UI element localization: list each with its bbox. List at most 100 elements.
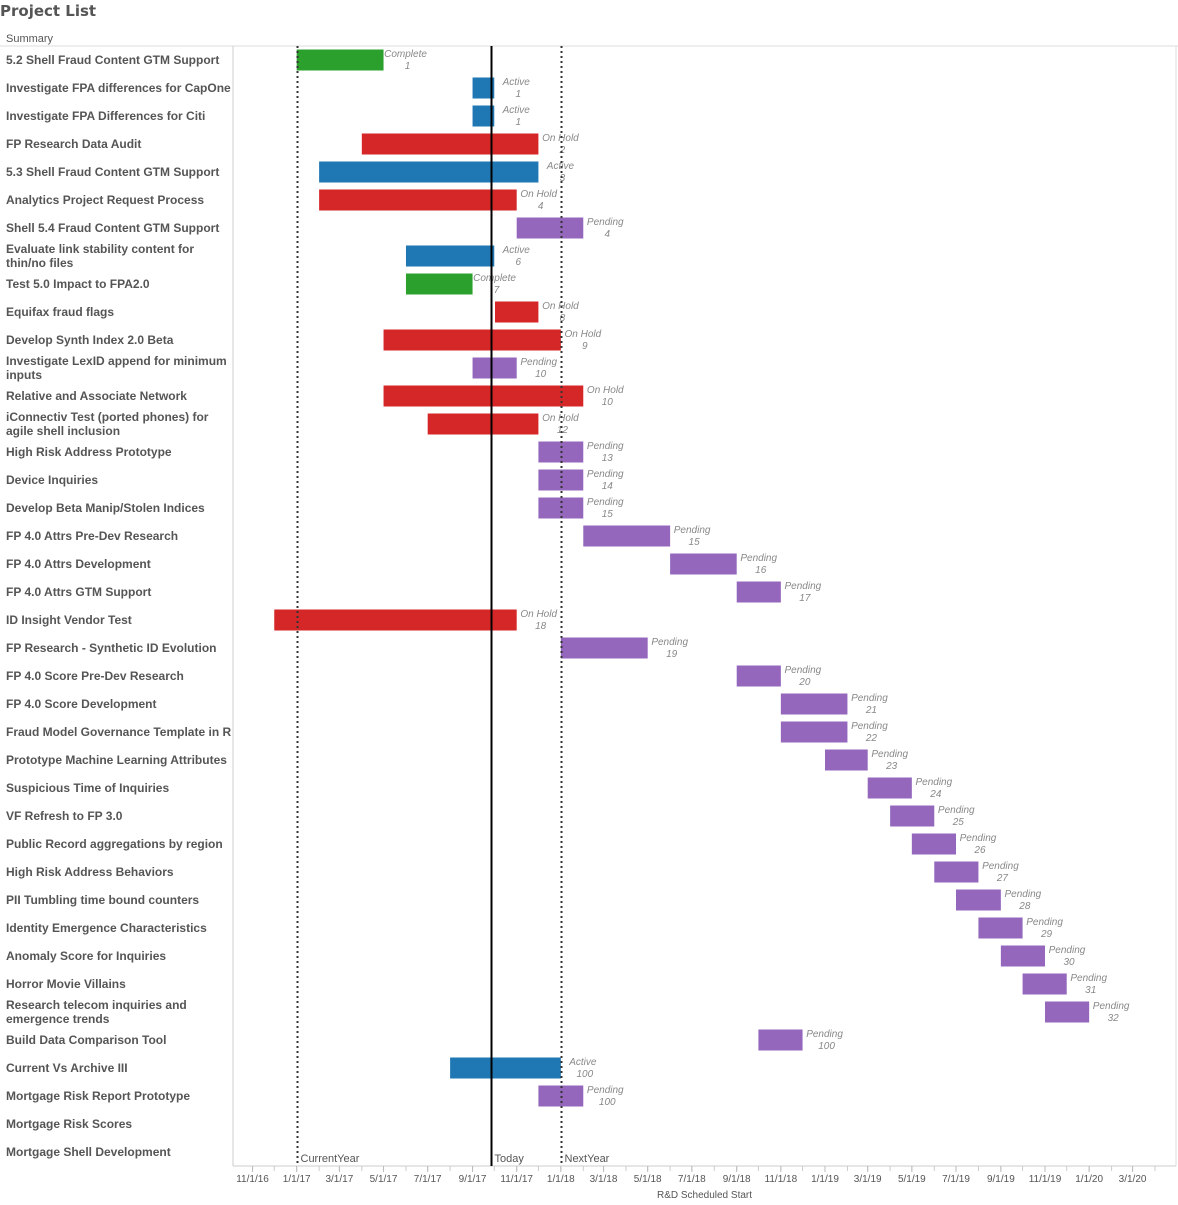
bar-status-label: Pending <box>587 1085 624 1096</box>
gantt-bar-pending <box>538 469 584 491</box>
row-label: Investigate FPA Differences for Citi <box>6 109 205 123</box>
row-label-line: thin/no files <box>6 256 74 270</box>
row-label: High Risk Address Behaviors <box>6 865 174 879</box>
bar-status-label: Pending <box>740 553 777 564</box>
gantt-bar-pending <box>736 665 781 687</box>
row-label: FP 4.0 Score Pre-Dev Research <box>6 669 184 683</box>
bar-number-label: 16 <box>755 565 767 576</box>
bar-status-label: On Hold <box>587 385 624 396</box>
bar-status-label: Pending <box>806 1029 843 1040</box>
bar-number-label: 100 <box>818 1041 835 1052</box>
x-axis-tick-label: 11/1/18 <box>765 1174 798 1185</box>
bar-number-label: 4 <box>604 229 610 240</box>
bar-status-label: Pending <box>785 665 822 676</box>
x-axis-tick-label: 7/1/19 <box>942 1174 970 1185</box>
gantt-bar-pending <box>583 525 671 547</box>
bar-status-label: On Hold <box>520 609 557 620</box>
x-axis-tick-label: 9/1/17 <box>459 1174 487 1185</box>
bar-status-label: Complete <box>384 49 427 60</box>
bar-status-label: Pending <box>1070 973 1107 984</box>
gantt-bar-on-hold <box>383 329 561 351</box>
row-label: Suspicious Time of Inquiries <box>6 781 169 795</box>
gantt-bar-pending <box>758 1029 803 1051</box>
column-header-summary: Summary <box>6 33 54 45</box>
bar-number-label: 14 <box>602 481 614 492</box>
gantt-bar-pending <box>911 833 956 855</box>
gantt-bar-pending <box>867 777 912 799</box>
row-label-line: iConnectiv Test (ported phones) for <box>6 410 209 424</box>
bar-status-label: Pending <box>587 497 624 508</box>
row-label: FP 4.0 Attrs Development <box>6 557 151 571</box>
gantt-bar-pending <box>824 749 868 771</box>
row-label: VF Refresh to FP 3.0 <box>6 809 123 823</box>
row-label-line: Evaluate link stability content for <box>6 242 194 256</box>
reference-line-label: NextYear <box>565 1153 610 1165</box>
x-axis-tick-label: 1/1/20 <box>1075 1174 1103 1185</box>
row-label: FP 4.0 Attrs GTM Support <box>6 585 151 599</box>
gantt-bar-pending <box>736 581 781 603</box>
page-title: Project List <box>0 2 97 20</box>
bar-status-label: Pending <box>960 833 997 844</box>
bar-number-label: 27 <box>996 873 1009 884</box>
gantt-bar-pending <box>670 553 737 575</box>
bar-status-label: On Hold <box>564 329 601 340</box>
bar-status-label: Active <box>502 77 531 88</box>
x-axis-tick-label: 11/1/19 <box>1029 1174 1062 1185</box>
bar-number-label: 1 <box>405 61 411 72</box>
bar-number-label: 23 <box>885 761 898 772</box>
bar-number-label: 10 <box>535 369 547 380</box>
bar-number-label: 2 <box>559 145 566 156</box>
gantt-bar-pending <box>780 693 848 715</box>
row-label: FP Research - Synthetic ID Evolution <box>6 641 217 655</box>
row-label: Investigate FPA differences for CapOne <box>6 81 231 95</box>
gantt-bar-pending <box>934 861 979 883</box>
row-label: Current Vs Archive III <box>6 1061 128 1075</box>
x-axis-tick-label: 1/1/17 <box>283 1174 311 1185</box>
x-axis-tick-label: 7/1/18 <box>678 1174 706 1185</box>
x-axis-tick-label: 11/1/17 <box>500 1174 533 1185</box>
bar-status-label: Pending <box>520 357 557 368</box>
x-axis-tick-label: 11/1/16 <box>236 1174 269 1185</box>
row-label: Analytics Project Request Process <box>6 193 204 207</box>
x-axis-tick-label: 7/1/17 <box>414 1174 442 1185</box>
row-label: High Risk Address Prototype <box>6 445 172 459</box>
row-label: Equifax fraud flags <box>6 305 114 319</box>
bar-status-label: Pending <box>915 777 952 788</box>
x-axis-tick-label: 9/1/19 <box>987 1174 1015 1185</box>
gantt-bar-active <box>405 245 495 267</box>
row-label: Fraud Model Governance Template in R <box>6 725 231 739</box>
bar-number-label: 1 <box>515 117 521 128</box>
gantt-bar-active <box>319 161 539 183</box>
row-label: 5.3 Shell Fraud Content GTM Support <box>6 165 219 179</box>
bar-status-label: Complete <box>473 273 516 284</box>
x-axis-tick-label: 1/1/19 <box>811 1174 839 1185</box>
row-label: Prototype Machine Learning Attributes <box>6 753 227 767</box>
row-label: FP 4.0 Score Development <box>6 697 157 711</box>
x-axis-tick-label: 5/1/18 <box>634 1174 662 1185</box>
bar-number-label: 15 <box>689 537 701 548</box>
bar-number-label: 26 <box>973 845 986 856</box>
bar-number-label: 21 <box>865 705 877 716</box>
bar-number-label: 9 <box>582 341 588 352</box>
row-label: Build Data Comparison Tool <box>6 1033 166 1047</box>
row-label: Mortgage Shell Development <box>6 1145 171 1159</box>
bar-number-label: 19 <box>666 649 678 660</box>
row-label: Identity Emergence Characteristics <box>6 921 207 935</box>
gantt-bar-on-hold <box>427 413 539 435</box>
gantt-bar-pending <box>978 917 1023 939</box>
bar-status-label: On Hold <box>520 189 557 200</box>
bar-status-label: Pending <box>1026 917 1063 928</box>
gantt-bar-pending <box>890 805 935 827</box>
bar-number-label: 12 <box>557 425 569 436</box>
bar-number-label: 17 <box>799 593 811 604</box>
bar-number-label: 28 <box>1018 901 1031 912</box>
bar-status-label: Pending <box>651 637 688 648</box>
bar-number-label: 18 <box>535 621 547 632</box>
bar-status-label: Pending <box>938 805 975 816</box>
bar-status-label: Pending <box>871 749 908 760</box>
bar-number-label: 25 <box>952 817 965 828</box>
bar-status-label: Pending <box>674 525 711 536</box>
row-label-line: emergence trends <box>6 1012 110 1026</box>
x-axis-tick-label: 5/1/19 <box>898 1174 926 1185</box>
